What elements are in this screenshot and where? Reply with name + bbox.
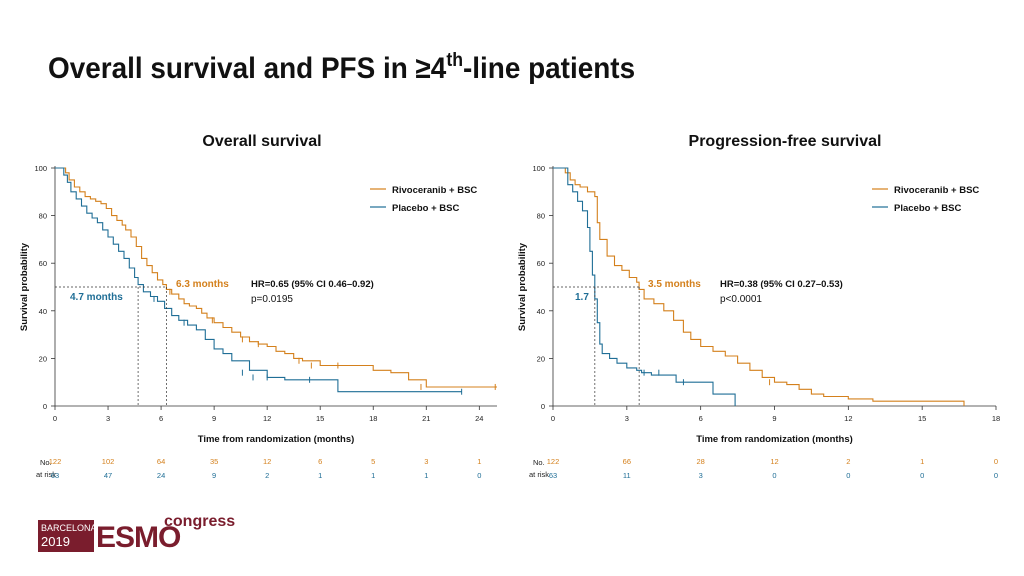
chart1-x-tick-label: 21 — [422, 414, 430, 423]
page-title: Overall survival and PFS in ≥4th-line pa… — [48, 50, 636, 85]
chart2-risk-count-rivoceranib: 2 — [846, 457, 850, 466]
chart1-risk-count-rivoceranib: 35 — [210, 457, 218, 466]
chart2-x-tick-label: 3 — [625, 414, 629, 423]
chart1-x-tick-label: 18 — [369, 414, 377, 423]
chart1-median-placebo-label: 4.7 months — [70, 292, 123, 303]
chart1-y-tick-label: 60 — [39, 259, 47, 268]
chart1-legend-label-rivoceranib: Rivoceranib + BSC — [392, 185, 477, 196]
chart2-risk-count-placebo: 0 — [846, 471, 850, 480]
chart2-y-tick-label: 80 — [537, 212, 545, 221]
chart2-risk-count-placebo: 11 — [623, 471, 631, 480]
chart1-risk-label-no: No. — [40, 458, 52, 467]
chart2-x-axis-label: Time from randomization (months) — [696, 434, 853, 445]
chart1-x-tick-label: 15 — [316, 414, 324, 423]
chart1-x-axis-label: Time from randomization (months) — [198, 434, 355, 445]
chart1-x-tick-label: 9 — [212, 414, 216, 423]
chart2-risk-count-rivoceranib: 0 — [994, 457, 998, 466]
chart2-x-tick-label: 9 — [772, 414, 776, 423]
chart1-risk-count-placebo: 1 — [424, 471, 428, 480]
chart1-x-tick-label: 6 — [159, 414, 163, 423]
logo-esmo-text: ESMO — [96, 521, 181, 554]
chart1-x-tick-label: 0 — [53, 414, 57, 423]
chart2-p-value: p<0.0001 — [720, 294, 762, 305]
chart2-risk-count-placebo: 0 — [920, 471, 924, 480]
chart2-y-tick-label: 40 — [537, 307, 545, 316]
chart1-x-tick-label: 3 — [106, 414, 110, 423]
chart1-risk-count-placebo: 1 — [371, 471, 375, 480]
chart1-y-axis-label: Survival probability — [19, 242, 30, 331]
chart2-median-rivoceranib-label: 3.5 months — [648, 279, 701, 290]
chart2-series-rivoceranib-curve — [553, 167, 965, 406]
chart1-risk-count-placebo: 47 — [104, 471, 112, 480]
chart1-risk-count-placebo: 0 — [477, 471, 481, 480]
chart1-risk-count-rivoceranib: 6 — [318, 457, 322, 466]
chart1-median-rivoceranib-label: 6.3 months — [176, 279, 229, 290]
chart1-risk-count-placebo: 24 — [157, 471, 165, 480]
chart2-risk-label-at-risk: at risk — [529, 470, 549, 479]
chart1-risk-count-rivoceranib: 1 — [477, 457, 481, 466]
chart1-risk-count-rivoceranib: 122 — [49, 457, 62, 466]
chart1-y-tick-label: 40 — [39, 307, 47, 316]
chart2-x-tick-label: 18 — [992, 414, 1000, 423]
chart2-y-tick-label: 100 — [532, 164, 545, 173]
chart2-risk-label-no: No. — [533, 458, 545, 467]
chart1-series-placebo-curve — [55, 167, 462, 393]
chart2-risk-count-rivoceranib: 66 — [623, 457, 631, 466]
chart1-risk-count-rivoceranib: 3 — [424, 457, 428, 466]
chart1-p-value: p=0.0195 — [251, 294, 293, 305]
chart2-y-tick-label: 20 — [537, 354, 545, 363]
chart2-y-axis-label: Survival probability — [517, 242, 528, 331]
chart2-hazard-ratio: HR=0.38 (95% CI 0.27–0.53) — [720, 279, 843, 290]
chart2-x-tick-label: 15 — [918, 414, 926, 423]
chart2-risk-count-rivoceranib: 122 — [547, 457, 560, 466]
chart2-median-placebo-label: 1.7 — [575, 292, 589, 303]
chart2-legend-label-placebo: Placebo + BSC — [894, 203, 961, 214]
chart2-risk-count-placebo: 3 — [699, 471, 703, 480]
chart2-y-tick-label: 0 — [541, 402, 545, 411]
logo-barcelona-badge: BARCELONA 2019 — [38, 520, 97, 552]
chart2-risk-count-rivoceranib: 28 — [696, 457, 704, 466]
chart1-legend-label-placebo: Placebo + BSC — [392, 203, 459, 214]
chart1-x-tick-label: 24 — [475, 414, 483, 423]
chart1-x-tick-label: 12 — [263, 414, 271, 423]
chart1-y-tick-label: 100 — [34, 164, 47, 173]
esmo-congress-logo: BARCELONA 2019 ESMO congress — [38, 514, 235, 554]
chart1-risk-count-rivoceranib: 5 — [371, 457, 375, 466]
chart1-risk-label-at-risk: at risk — [36, 470, 56, 479]
chart1-risk-count-placebo: 1 — [318, 471, 322, 480]
chart1-risk-count-rivoceranib: 12 — [263, 457, 271, 466]
chart1-risk-count-placebo: 9 — [212, 471, 216, 480]
chart2-risk-count-placebo: 0 — [772, 471, 776, 480]
chart2-legend-label-rivoceranib: Rivoceranib + BSC — [894, 185, 979, 196]
chart1-y-tick-label: 80 — [39, 212, 47, 221]
logo-congress-text: congress — [164, 513, 236, 530]
chart1-hazard-ratio: HR=0.65 (95% CI 0.46–0.92) — [251, 279, 374, 290]
chart1-y-tick-label: 0 — [43, 402, 47, 411]
chart2-x-tick-label: 0 — [551, 414, 555, 423]
chart2-risk-count-placebo: 0 — [994, 471, 998, 480]
chart1-y-tick-label: 20 — [39, 354, 47, 363]
chart2-y-tick-label: 60 — [537, 259, 545, 268]
chart1-risk-count-rivoceranib: 102 — [102, 457, 115, 466]
chart2-risk-count-rivoceranib: 12 — [770, 457, 778, 466]
chart2-title: Progression-free survival — [689, 133, 882, 150]
chart1-risk-count-placebo: 63 — [51, 471, 59, 480]
chart2-x-tick-label: 6 — [699, 414, 703, 423]
chart2-x-tick-label: 12 — [844, 414, 852, 423]
chart1-risk-count-placebo: 2 — [265, 471, 269, 480]
chart2-series-placebo-curve — [553, 167, 736, 406]
chart1-risk-count-rivoceranib: 64 — [157, 457, 165, 466]
chart1-title: Overall survival — [202, 133, 321, 150]
chart2-risk-count-placebo: 63 — [549, 471, 557, 480]
chart1-series-rivoceranib-curve — [55, 167, 497, 388]
chart2-risk-count-rivoceranib: 1 — [920, 457, 924, 466]
